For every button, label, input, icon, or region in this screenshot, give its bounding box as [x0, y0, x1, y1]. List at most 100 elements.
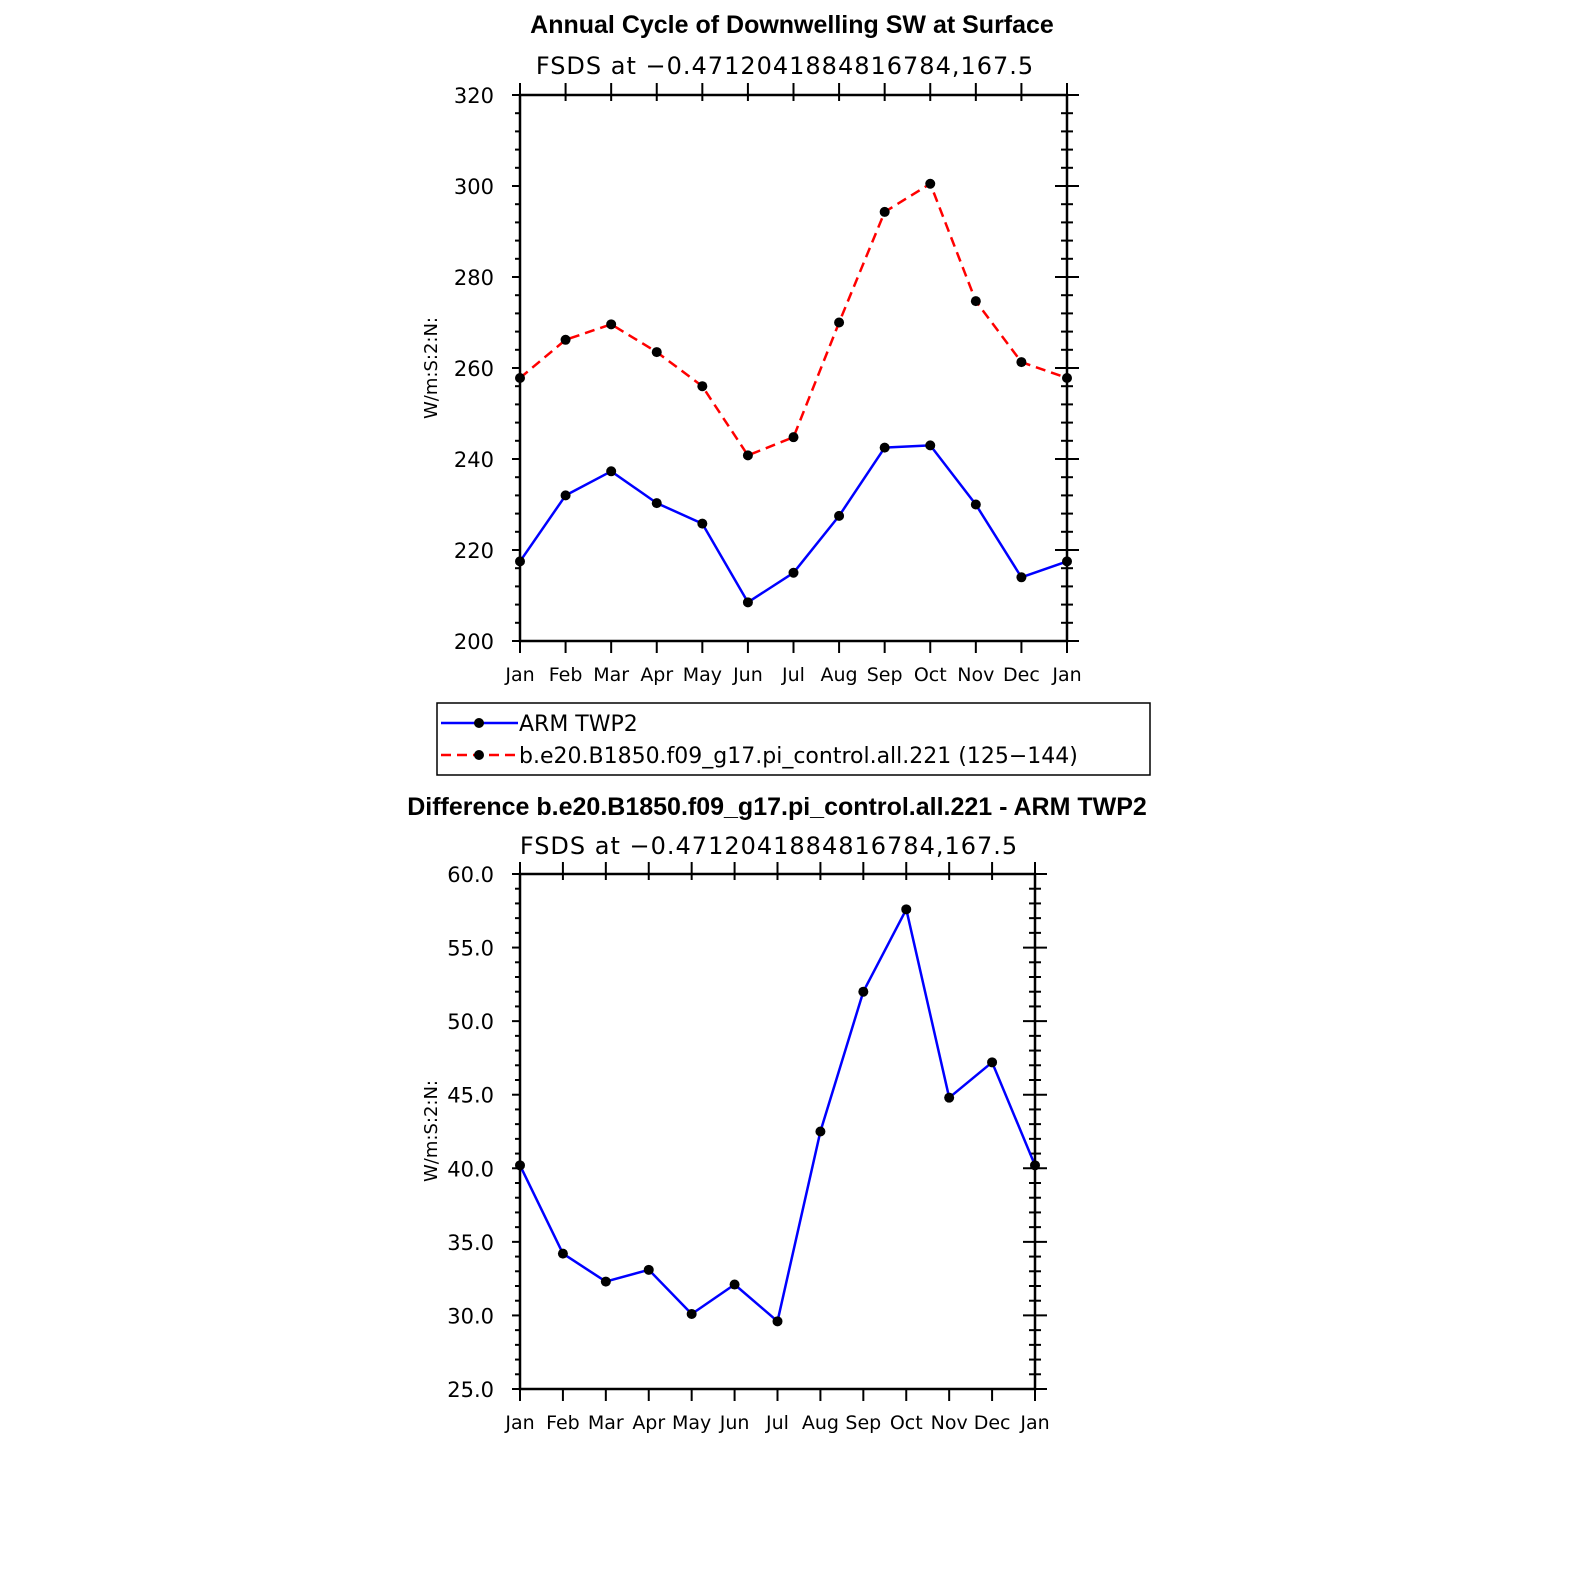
data-point — [944, 1092, 955, 1103]
y-tick-label: 200 — [454, 630, 494, 654]
data-point — [815, 1126, 826, 1137]
y-tick-label: 220 — [454, 539, 494, 563]
legend-swatch-marker — [474, 750, 484, 760]
y-tick-label: 55.0 — [447, 937, 494, 961]
y-tick-label: 35.0 — [447, 1231, 494, 1255]
plot-frame — [518, 93, 1069, 643]
legend-swatch-marker — [474, 718, 484, 728]
data-point — [729, 1279, 740, 1290]
series-lines — [515, 904, 1040, 1327]
x-tick-label: May — [683, 664, 722, 686]
y-tick-label: 280 — [454, 266, 494, 290]
data-point — [901, 904, 912, 915]
data-point — [1016, 572, 1027, 583]
data-point — [879, 206, 890, 217]
x-tick-label: Dec — [1003, 664, 1040, 686]
tick-labels: 25.0 30.0 35.0 40.0 45.0 50.0 55.0 60.0 Jan Feb Ma… — [447, 863, 1049, 1434]
data-point — [970, 499, 981, 510]
data-point — [697, 518, 708, 529]
data-point — [560, 490, 571, 501]
x-tick-label: Jan — [1051, 664, 1081, 686]
x-tick-label: Feb — [549, 664, 583, 686]
data-point — [651, 498, 662, 509]
y-tick-label: 45.0 — [447, 1084, 494, 1108]
x-tick-label: Dec — [974, 1412, 1011, 1434]
x-tick-label: Jul — [765, 1412, 789, 1434]
data-point — [834, 510, 845, 521]
chart-title: Difference b.e20.B1850.f09_g17.pi_contro… — [407, 793, 1147, 821]
data-point — [925, 440, 936, 451]
legend-label: b.e20.B1850.f09_g17.pi_control.all.221 (… — [519, 744, 1078, 769]
plot-frame — [518, 872, 1037, 1391]
x-tick-label: Nov — [957, 664, 994, 686]
data-point — [686, 1308, 697, 1319]
x-tick-label: Sep — [867, 664, 903, 686]
x-tick-label: Feb — [546, 1412, 580, 1434]
x-tick-label: Jan — [504, 664, 534, 686]
x-tick-label: Apr — [640, 664, 673, 686]
data-point — [834, 317, 845, 328]
x-tick-label: Mar — [588, 1412, 624, 1434]
y-tick-label: 300 — [454, 175, 494, 199]
x-tick-label: May — [672, 1412, 711, 1434]
x-tick-label: Jan — [504, 1412, 534, 1434]
data-point — [788, 432, 799, 443]
data-point — [651, 347, 662, 358]
chart-subtitle: FSDS at −0.4712041884816784,167.5 — [520, 832, 1018, 860]
difference-chart: Difference b.e20.B1850.f09_g17.pi_contro… — [407, 793, 1147, 1434]
data-point — [697, 381, 708, 392]
series-line — [518, 444, 1068, 604]
x-tick-label: Sep — [845, 1412, 881, 1434]
x-tick-label: Aug — [802, 1412, 839, 1434]
y-tick-label: 40.0 — [447, 1157, 494, 1181]
y-axis-label: W/m:S:2:N: — [421, 1080, 442, 1182]
x-tick-label: Oct — [914, 664, 947, 686]
legend-box — [436, 702, 1151, 776]
series-lines — [515, 178, 1072, 608]
data-point — [643, 1264, 654, 1275]
x-tick-label: Oct — [890, 1412, 923, 1434]
data-point — [600, 1276, 611, 1287]
series-line — [519, 182, 1068, 457]
chart-title: Annual Cycle of Downwelling SW at Surfac… — [530, 11, 1054, 39]
x-tick-label: Mar — [593, 664, 629, 686]
x-tick-label: Jun — [732, 664, 763, 686]
y-tick-label: 25.0 — [447, 1378, 494, 1402]
y-tick-label: 320 — [454, 84, 494, 108]
data-point — [742, 597, 753, 608]
data-point — [1016, 357, 1027, 368]
data-point — [557, 1248, 568, 1259]
chart-subtitle: FSDS at −0.4712041884816784,167.5 — [536, 52, 1034, 80]
x-tick-label: Jul — [781, 664, 805, 686]
legend: ARM TWP2 b.e20.B1850.f09_g17.pi_control.… — [436, 702, 1151, 776]
data-point — [772, 1316, 783, 1327]
legend-label: ARM TWP2 — [519, 712, 638, 737]
y-tick-label: 50.0 — [447, 1010, 494, 1034]
legend-entry-arm-twp2: ARM TWP2 — [441, 712, 638, 737]
legend-entry-model: b.e20.B1850.f09_g17.pi_control.all.221 (… — [441, 744, 1078, 769]
x-tick-label: Nov — [931, 1412, 968, 1434]
annual-cycle-chart: Annual Cycle of Downwelling SW at Surfac… — [421, 11, 1082, 686]
y-axis-label: W/m:S:2:N: — [421, 317, 442, 419]
x-tick-label: Jun — [719, 1412, 750, 1434]
data-point — [742, 450, 753, 461]
data-point — [560, 334, 571, 345]
x-tick-label: Jan — [1019, 1412, 1049, 1434]
y-tick-label: 30.0 — [447, 1304, 494, 1328]
data-point — [858, 986, 869, 997]
series-line — [518, 908, 1037, 1323]
y-tick-label: 240 — [454, 448, 494, 472]
data-point — [925, 178, 936, 189]
data-point — [788, 567, 799, 578]
data-point — [879, 442, 890, 453]
x-tick-label: Aug — [821, 664, 858, 686]
data-point — [606, 466, 617, 477]
y-tick-label: 260 — [454, 357, 494, 381]
y-tick-label: 60.0 — [447, 863, 494, 887]
data-point — [970, 296, 981, 307]
tick-marks — [512, 83, 1079, 653]
x-tick-label: Apr — [632, 1412, 665, 1434]
data-point — [606, 319, 617, 330]
tick-labels: 200 220 240 260 280 300 320 Jan Feb Mar Apr May Jun J… — [454, 84, 1082, 686]
